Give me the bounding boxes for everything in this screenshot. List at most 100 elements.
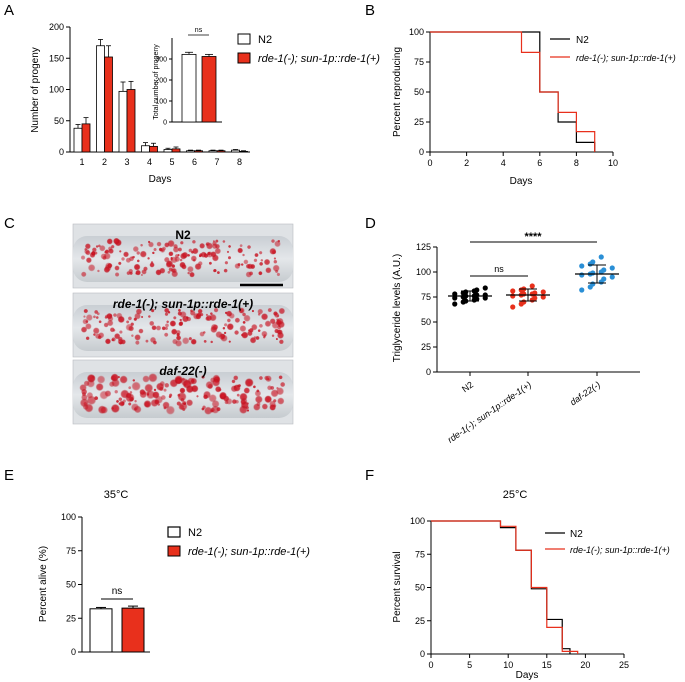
e-legend-swatch-n2 — [167, 526, 181, 538]
lipid-droplet — [110, 403, 120, 414]
lipid-droplet — [203, 406, 213, 415]
lipid-droplet — [213, 307, 219, 313]
lipid-droplet — [119, 375, 128, 384]
lipid-droplet — [132, 378, 136, 382]
micrograph-label: daf-22(-) — [159, 364, 206, 378]
a-x-tick-label: 3 — [124, 157, 129, 167]
lipid-droplet — [177, 393, 181, 397]
f-x-tick-label: 20 — [580, 660, 590, 670]
d-y-tick-label: 100 — [416, 267, 431, 277]
lipid-droplet — [172, 338, 178, 345]
lipid-droplet — [82, 404, 89, 411]
lipid-droplet — [93, 395, 99, 401]
lipid-droplet — [228, 244, 232, 248]
panel-label-e: E — [4, 467, 14, 484]
f-y-tick-label: 25 — [415, 616, 425, 626]
lipid-droplet — [149, 262, 155, 268]
lipid-droplet — [140, 315, 144, 319]
lipid-droplet — [111, 406, 115, 410]
lipid-droplet — [134, 399, 138, 403]
f-x-tick-label: 5 — [467, 660, 472, 670]
lipid-droplet — [209, 313, 217, 322]
lipid-droplet — [243, 314, 251, 322]
f-x-tick-label: 25 — [619, 660, 629, 670]
lipid-droplet — [154, 395, 164, 404]
lipid-droplet — [190, 338, 197, 345]
lipid-droplet — [272, 264, 280, 272]
lipid-droplet — [228, 312, 235, 319]
lipid-droplet — [258, 271, 263, 276]
f-x-tick-label: 0 — [428, 660, 433, 670]
lipid-droplet — [159, 267, 166, 274]
lipid-droplet — [190, 379, 195, 383]
f-legend-label-n2: N2 — [570, 529, 583, 540]
lipid-droplet — [278, 375, 283, 380]
e-y-tick-label: 25 — [66, 613, 76, 623]
lipid-droplet — [259, 261, 264, 266]
lipid-droplet — [275, 387, 285, 396]
lipid-droplet — [166, 320, 170, 324]
f-series-n2 — [431, 520, 571, 654]
lipid-droplet — [134, 334, 141, 341]
lipid-droplet — [169, 320, 177, 327]
lipid-droplet — [257, 312, 261, 316]
panel-label-a: A — [4, 2, 14, 19]
a-legend-label-rde: rde-1(-); sun-1p::rde-1(+) — [258, 53, 380, 65]
lipid-droplet — [139, 250, 147, 258]
lipid-droplet — [153, 247, 157, 252]
a-x-tick-label: 2 — [102, 157, 107, 167]
lipid-droplet — [92, 333, 96, 337]
f-y-tick-label: 0 — [420, 649, 425, 659]
lipid-droplet — [144, 383, 154, 393]
e-bar-rde — [121, 607, 145, 653]
lipid-droplet — [84, 243, 91, 250]
lipid-droplet — [280, 381, 286, 388]
lipid-droplet — [187, 265, 194, 273]
lipid-droplet — [100, 253, 107, 260]
lipid-droplet — [179, 318, 183, 322]
lipid-droplet — [196, 394, 199, 398]
lipid-droplet — [135, 269, 141, 276]
lipid-droplet — [202, 330, 206, 334]
lipid-droplet — [179, 240, 184, 245]
lipid-droplet — [91, 247, 97, 253]
lipid-droplet — [260, 258, 264, 262]
lipid-droplet — [216, 270, 221, 275]
lipid-droplet — [142, 375, 150, 383]
d-x-tick-label: daf-22(-) — [568, 379, 602, 407]
lipid-droplet — [212, 268, 217, 273]
e-legend-label-rde: rde-1(-); sun-1p::rde-1(+) — [188, 546, 310, 558]
lipid-droplet — [125, 392, 132, 399]
d-point-1 — [532, 290, 538, 296]
lipid-droplet — [147, 256, 150, 260]
lipid-droplet — [211, 378, 221, 387]
d-point-2 — [598, 254, 604, 260]
d-y-tick-label: 0 — [426, 367, 431, 377]
lipid-droplet — [80, 271, 87, 278]
lipid-droplet — [261, 403, 269, 410]
lipid-droplet — [96, 375, 106, 384]
b-x-tick-label: 2 — [464, 158, 469, 168]
a-bar-rde — [81, 123, 91, 153]
lipid-droplet — [143, 266, 148, 272]
lipid-droplet — [202, 405, 207, 410]
lipid-droplet — [117, 375, 121, 379]
lipid-droplet — [258, 375, 264, 381]
lipid-droplet — [233, 384, 241, 392]
d-point-2 — [609, 274, 615, 280]
lipid-droplet — [243, 387, 251, 394]
d-y-tick-label: 125 — [416, 242, 431, 252]
lipid-droplet — [95, 315, 99, 320]
lipid-droplet — [181, 264, 187, 270]
lipid-droplet — [179, 321, 184, 326]
lipid-droplet — [271, 321, 280, 330]
a-inset-bar-n2 — [181, 53, 197, 123]
lipid-droplet — [181, 377, 186, 381]
e-y-tick-label: 50 — [66, 580, 76, 590]
b-series-rde — [430, 31, 596, 152]
lipid-droplet — [116, 312, 123, 320]
a-legend-swatch-n2 — [237, 33, 251, 45]
panel-label-f: F — [365, 467, 374, 484]
a-x-axis-title: Days — [149, 174, 172, 185]
lipid-droplet — [276, 329, 282, 335]
